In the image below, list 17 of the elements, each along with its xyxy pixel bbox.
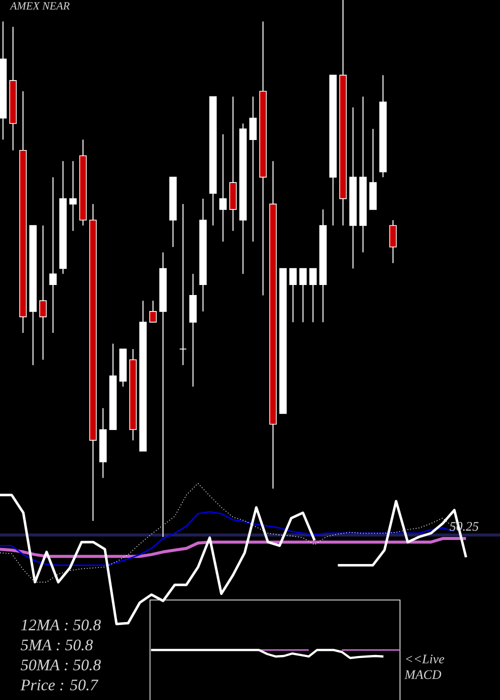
candlestick xyxy=(149,300,157,323)
candlestick xyxy=(289,268,297,323)
candlestick xyxy=(389,220,397,264)
candlestick xyxy=(219,134,227,242)
candlestick xyxy=(299,268,307,323)
candlestick xyxy=(39,225,47,360)
text: <<Live MACD xyxy=(404,654,444,679)
text: 5MA : 50.8 xyxy=(20,640,93,650)
candlestick xyxy=(69,160,77,232)
candlestick xyxy=(179,204,187,366)
text: Price : 50.7 xyxy=(20,680,98,690)
candlestick xyxy=(49,176,57,334)
candlestick xyxy=(249,96,257,242)
annotation: 12MA : 50.8 xyxy=(21,620,101,630)
chart-title: AMEX NEAR xyxy=(10,2,70,10)
text: 50MA : 50.8 xyxy=(20,660,101,670)
candlestick xyxy=(309,268,317,323)
